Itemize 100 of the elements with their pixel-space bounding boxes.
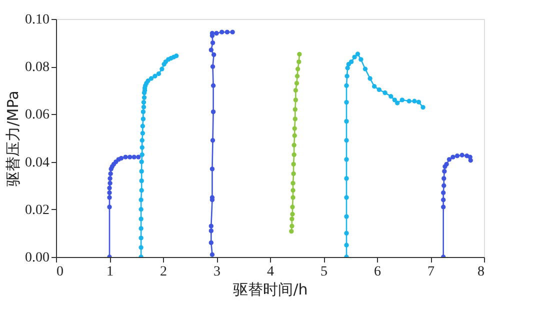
point [208, 240, 214, 246]
point [208, 224, 214, 228]
point [358, 57, 364, 62]
point [138, 207, 144, 212]
point [345, 66, 350, 70]
point [139, 159, 144, 164]
point [454, 154, 460, 158]
point [376, 87, 382, 92]
point [291, 162, 296, 167]
point [420, 104, 426, 110]
point [442, 168, 447, 174]
point [210, 83, 216, 88]
point [210, 166, 215, 172]
point [468, 158, 473, 163]
point [140, 109, 146, 114]
point [372, 84, 377, 89]
point [140, 138, 144, 143]
point [127, 154, 132, 160]
x-tick-label: 3 [214, 264, 220, 280]
point [156, 71, 162, 76]
point [208, 48, 214, 52]
point [290, 180, 296, 186]
point [224, 30, 230, 34]
point [400, 98, 404, 102]
y-tick-label: 0.02 [25, 202, 50, 218]
point [344, 176, 349, 181]
point [292, 126, 297, 131]
point [208, 228, 214, 234]
point [344, 100, 349, 105]
x-tick-label: 0 [56, 264, 64, 280]
point [440, 204, 446, 210]
point [140, 145, 144, 150]
point [152, 74, 158, 78]
point [140, 130, 146, 136]
point [412, 98, 417, 104]
point [140, 152, 144, 157]
point [289, 228, 294, 234]
point [344, 195, 349, 200]
point [174, 54, 179, 58]
point [148, 76, 154, 81]
point [211, 52, 216, 58]
point [440, 190, 446, 196]
point [406, 98, 412, 104]
point [220, 30, 224, 34]
point [291, 171, 296, 176]
point [230, 30, 235, 34]
point [382, 90, 388, 96]
point [294, 74, 300, 78]
point [138, 226, 144, 231]
point [290, 224, 294, 228]
point [292, 133, 297, 138]
point [292, 116, 298, 122]
point [293, 98, 298, 102]
x-tick-label: 6 [374, 264, 381, 280]
point [416, 100, 422, 104]
y-tick-label: 0.00 [25, 250, 50, 266]
point [210, 109, 216, 114]
point [210, 64, 216, 69]
point [140, 116, 146, 122]
y-tick-label: 0.04 [25, 155, 50, 170]
point [290, 195, 296, 200]
point [392, 98, 397, 102]
point [290, 188, 296, 193]
point [344, 242, 349, 248]
point [442, 183, 446, 188]
point [292, 152, 296, 157]
point [344, 83, 349, 88]
point [138, 216, 144, 222]
point [139, 168, 144, 174]
point [132, 154, 136, 160]
point [140, 124, 146, 128]
point [344, 214, 349, 219]
point [108, 180, 112, 186]
x-tick-label: 5 [320, 264, 328, 280]
y-tick-label: 0.08 [25, 60, 50, 76]
point [446, 157, 452, 162]
x-tick-label: 8 [478, 264, 484, 280]
y-axis-title: 驱替压力/MPa [4, 90, 22, 186]
point [348, 60, 354, 64]
point [290, 204, 295, 210]
point [368, 76, 372, 81]
x-axis-title: 驱替时间/h [233, 280, 308, 298]
point [107, 186, 112, 190]
point [292, 142, 296, 148]
point [296, 60, 302, 64]
point [388, 94, 394, 99]
point [142, 95, 147, 100]
point [295, 66, 300, 72]
point [450, 154, 456, 160]
point [210, 252, 215, 257]
point [344, 157, 349, 162]
x-tick-label: 1 [106, 264, 114, 280]
y-tick-label: 0.06 [25, 108, 50, 123]
point [108, 171, 113, 176]
point [290, 216, 294, 222]
point [139, 178, 144, 184]
point [294, 80, 300, 86]
point [297, 52, 302, 57]
point [107, 204, 112, 210]
point [107, 195, 112, 200]
